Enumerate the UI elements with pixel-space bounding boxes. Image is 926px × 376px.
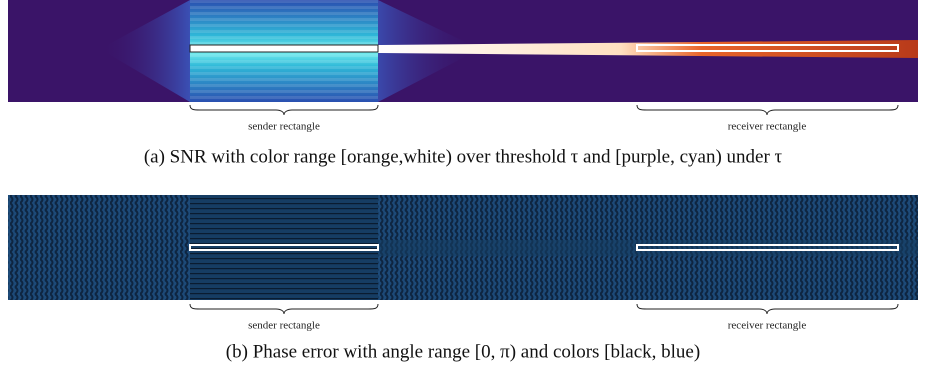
caption: (a) SNR with color range [orange,white) … [144, 146, 783, 167]
receiver-label: receiver rectangle [728, 121, 807, 133]
phase-image [8, 195, 918, 300]
snr-image [8, 0, 918, 102]
receiver-label: receiver rectangle [728, 320, 807, 332]
receiver-brace [636, 303, 899, 315]
sender-label: sender rectangle [248, 320, 320, 332]
sender-brace [189, 303, 379, 315]
caption: (b) Phase error with angle range [0, π) … [226, 341, 700, 362]
receiver-brace [636, 104, 899, 116]
sender-label: sender rectangle [248, 121, 320, 133]
sender-brace [189, 104, 379, 116]
